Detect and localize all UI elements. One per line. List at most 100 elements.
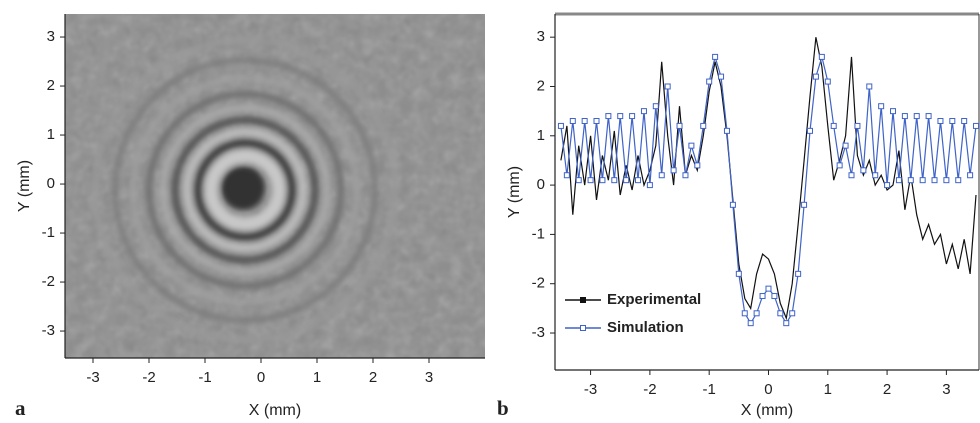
legend-marker [580,325,586,331]
series-line [560,54,977,325]
x-axis-title: X (mm) [741,402,793,419]
y-tick-label: 2 [537,77,545,94]
data-point [949,117,956,124]
data-point [563,172,570,179]
data-point [783,320,790,327]
y-tick-label: -1 [42,224,55,241]
x-tick-label: 0 [257,369,265,386]
panel-label: a [15,396,26,420]
data-point [919,177,926,184]
x-tick-label: 3 [425,369,433,386]
y-tick-label: 2 [47,77,55,94]
data-point [723,127,730,134]
data-point [860,167,867,174]
data-point [623,177,630,184]
legend-marker [580,297,586,303]
x-tick-label: 3 [942,381,950,398]
data-point [670,167,677,174]
data-point [812,73,819,80]
legend-label: Simulation [607,319,684,336]
data-point [824,78,831,85]
data-point [718,73,725,80]
y-tick-label: 1 [537,127,545,144]
data-point [872,172,879,179]
data-point [629,113,636,120]
data-point [931,177,938,184]
series-line [560,37,977,321]
x-tick-label: -3 [584,381,597,398]
data-point [937,117,944,124]
data-point [735,270,742,277]
x-tick-label: -1 [703,381,716,398]
panel-label: b [497,396,509,420]
data-point [676,122,683,129]
data-point [842,142,849,149]
data-point [878,103,885,110]
data-point [789,310,796,317]
y-tick-label: -1 [532,225,545,242]
interference-image [65,14,485,358]
y-tick-label: 0 [47,175,55,192]
data-point [967,172,974,179]
x-tick-label: -3 [86,369,99,386]
data-point [830,122,837,129]
y-axis-title: Y (mm) [506,166,523,218]
x-tick-label: 2 [883,381,891,398]
data-point [801,201,808,208]
x-tick-label: 0 [764,381,772,398]
data-point [818,53,825,60]
data-point [907,177,914,184]
data-point [611,177,618,184]
data-point [593,117,600,124]
y-tick-label: -2 [532,275,545,292]
data-point [925,113,932,120]
data-point [682,172,689,179]
data-point [700,122,707,129]
data-point [569,117,576,124]
data-point [706,78,713,85]
data-point [658,172,665,179]
x-tick-label: -2 [142,369,155,386]
data-point [866,83,873,90]
data-point [575,177,582,184]
data-point [605,113,612,120]
data-point [747,320,754,327]
data-point [617,113,624,120]
x-axis-title: X (mm) [249,402,301,419]
x-tick-label: 2 [369,369,377,386]
data-point [664,83,671,90]
data-point [640,108,647,115]
x-tick-label: 1 [824,381,832,398]
y-tick-label: -3 [532,324,545,341]
data-point [890,108,897,115]
data-point [777,310,784,317]
y-tick-label: -2 [42,273,55,290]
data-point [955,177,962,184]
data-point [913,113,920,120]
data-point [688,142,695,149]
data-point [806,127,813,134]
data-point [795,270,802,277]
data-point [848,172,855,179]
y-tick-label: 0 [537,176,545,193]
data-point [557,122,564,129]
y-tick-label: -3 [42,322,55,339]
data-point [581,117,588,124]
data-point [901,113,908,120]
data-point [895,177,902,184]
data-point [587,177,594,184]
data-point [635,177,642,184]
data-point [836,162,843,169]
legend-label: Experimental [607,291,701,308]
x-tick-label: -1 [198,369,211,386]
data-point [765,285,772,292]
data-point [729,201,736,208]
data-point [712,53,719,60]
data-point [943,177,950,184]
data-point [884,182,891,189]
x-tick-label: -2 [643,381,656,398]
data-point [759,293,766,300]
data-point [741,310,748,317]
data-point [961,117,968,124]
